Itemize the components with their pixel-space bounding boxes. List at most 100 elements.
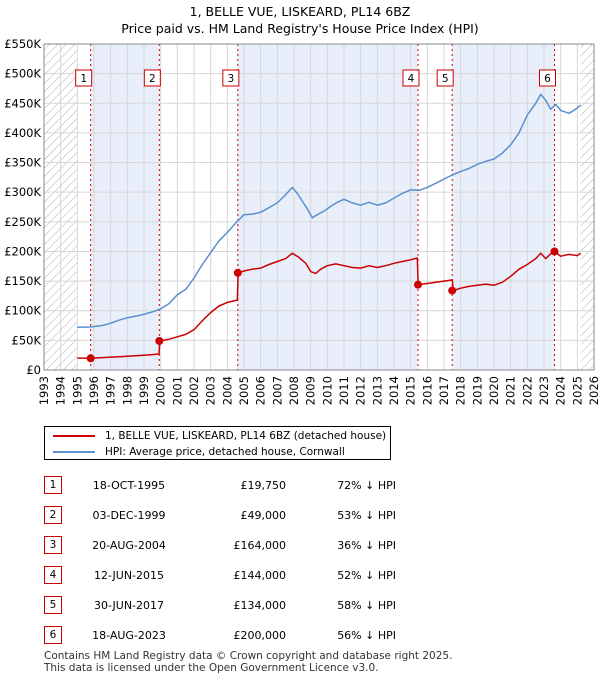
sale-badge-box xyxy=(539,69,556,87)
sale-date-cell: 30-JUN-2017 xyxy=(70,590,188,620)
table-row: 1 18-OCT-1995 £19,750 72% ↓ HPI xyxy=(44,470,396,500)
sale-badge-label: 2 xyxy=(149,73,156,85)
x-tick-label: 2003 xyxy=(204,376,218,405)
y-tick-label: £200K xyxy=(4,244,41,258)
sale-point xyxy=(155,336,164,345)
table-row: 3 20-AUG-2004 £164,000 36% ↓ HPI xyxy=(44,530,396,560)
sale-hpi-diff-cell: 58% ↓ HPI xyxy=(286,590,396,620)
sale-badge-3: 3 xyxy=(222,69,240,87)
sale-badge-cell: 1 xyxy=(44,470,70,500)
x-tick-label: 2022 xyxy=(520,376,534,405)
y-tick-label: £550K xyxy=(4,37,41,51)
chart-title: 1, BELLE VUE, LISKEARD, PL14 6BZ xyxy=(190,4,411,19)
x-tick-label: 2010 xyxy=(320,376,334,405)
sale-badge-label: 6 xyxy=(544,73,551,85)
x-tick-label: 2008 xyxy=(287,376,301,405)
x-tick-label: 2004 xyxy=(220,376,234,405)
y-tick-label: £300K xyxy=(4,185,41,199)
sale-badge-label: 1 xyxy=(80,73,87,85)
x-tick-label: 2011 xyxy=(337,376,351,405)
sale-price-cell: £19,750 xyxy=(188,470,287,500)
x-tick-label: 2013 xyxy=(370,376,384,405)
table-row: 5 30-JUN-2017 £134,000 58% ↓ HPI xyxy=(44,590,396,620)
plot-frame xyxy=(43,43,595,371)
chart-subtitle: Price paid vs. HM Land Registry's House … xyxy=(121,21,478,36)
sale-date: 30-JUN-2017 xyxy=(93,598,165,612)
sale-badge-label: 3 xyxy=(227,73,234,85)
sale-price-cell: £144,000 xyxy=(188,560,287,590)
sale-badge-box xyxy=(143,69,161,87)
x-tick-label: 2007 xyxy=(270,376,284,405)
x-tick-label: 2020 xyxy=(487,376,501,405)
sale-hpi-diff: 72% ↓ HPI xyxy=(337,478,396,492)
x-tick-label: 2009 xyxy=(304,376,318,405)
sale-badge-box xyxy=(222,69,240,87)
sale-price: £134,000 xyxy=(233,598,287,612)
x-tick-label: 2026 xyxy=(587,376,600,405)
x-tick-label: 1996 xyxy=(87,376,101,405)
y-tick-label: £100K xyxy=(4,304,41,318)
sale-badge-cell: 3 xyxy=(44,530,70,560)
y-tick-label: £500K xyxy=(4,67,41,81)
sale-badge-label: 5 xyxy=(442,73,449,85)
legend-item-property: 1, BELLE VUE, LISKEARD, PL14 6BZ (detach… xyxy=(53,428,386,444)
legend-swatch-property xyxy=(53,435,95,437)
legend-swatch-hpi xyxy=(53,451,95,453)
sale-point xyxy=(550,247,559,256)
x-tick-label: 1998 xyxy=(120,376,134,405)
sale-date: 18-OCT-1995 xyxy=(92,478,166,492)
sale-price: £200,000 xyxy=(233,628,287,642)
sale-hpi-diff-cell: 52% ↓ HPI xyxy=(286,560,396,590)
sale-badge: 6 xyxy=(44,626,62,644)
table-row: 6 18-AUG-2023 £200,000 56% ↓ HPI xyxy=(44,620,396,650)
x-tick-label: 1994 xyxy=(54,376,68,405)
x-tick-label: 2017 xyxy=(437,376,451,405)
sale-badge: 5 xyxy=(44,596,62,614)
no-data-hatch xyxy=(580,44,594,370)
sale-price-cell: £49,000 xyxy=(188,500,287,530)
x-tick-label: 2001 xyxy=(170,376,184,405)
sale-badge: 1 xyxy=(44,476,62,494)
sale-point xyxy=(414,280,422,289)
sale-badge-cell: 2 xyxy=(44,500,70,530)
x-tick-label: 2006 xyxy=(254,376,268,405)
y-tick-label: £400K xyxy=(4,126,41,140)
table-row: 4 12-JUN-2015 £144,000 52% ↓ HPI xyxy=(44,560,396,590)
y-tick-label: £250K xyxy=(4,215,41,229)
x-tick-label: 2024 xyxy=(554,376,568,405)
ownership-period-band xyxy=(452,44,554,370)
sale-badge-cell: 6 xyxy=(44,620,70,650)
sale-hpi-diff: 53% ↓ HPI xyxy=(337,508,396,522)
sale-price-cell: £200,000 xyxy=(188,620,287,650)
sale-badge-cell: 5 xyxy=(44,590,70,620)
x-tick-label: 2005 xyxy=(237,376,251,405)
sale-hpi-diff-cell: 56% ↓ HPI xyxy=(286,620,396,650)
sale-price: £164,000 xyxy=(233,538,287,552)
x-tick-label: 1993 xyxy=(37,376,51,405)
sale-hpi-diff: 58% ↓ HPI xyxy=(337,598,396,612)
sale-date: 12-JUN-2015 xyxy=(93,568,165,582)
sale-price: £19,750 xyxy=(240,478,287,492)
sale-date-cell: 20-AUG-2004 xyxy=(70,530,188,560)
sale-badge-box xyxy=(436,69,454,87)
table-row: 2 03-DEC-1999 £49,000 53% ↓ HPI xyxy=(44,500,396,530)
chart-legend: 1, BELLE VUE, LISKEARD, PL14 6BZ (detach… xyxy=(44,426,391,460)
sales-table: 1 18-OCT-1995 £19,750 72% ↓ HPI 2 03-DEC-1999… xyxy=(44,470,396,650)
x-tick-label: 2000 xyxy=(154,376,168,405)
ownership-period-band xyxy=(90,44,159,370)
sale-date-cell: 12-JUN-2015 xyxy=(70,560,188,590)
footer-copyright: Contains HM Land Registry data © Crown c… xyxy=(44,650,453,662)
sale-badge-1: 1 xyxy=(75,69,93,87)
property-price-line xyxy=(77,250,582,360)
sale-date: 03-DEC-1999 xyxy=(92,508,166,522)
x-tick-label: 2019 xyxy=(470,376,484,405)
sale-badge-2: 2 xyxy=(143,69,161,87)
x-tick-label: 1995 xyxy=(70,376,84,405)
sale-date: 18-AUG-2023 xyxy=(92,628,166,642)
sale-badge-label: 4 xyxy=(408,73,415,85)
x-tick-label: 2023 xyxy=(537,376,551,405)
legend-label-hpi: HPI: Average price, detached house, Corn… xyxy=(105,446,345,458)
sale-date-cell: 18-OCT-1995 xyxy=(70,470,188,500)
sale-badge-box xyxy=(402,69,420,87)
x-tick-label: 2016 xyxy=(420,376,434,405)
